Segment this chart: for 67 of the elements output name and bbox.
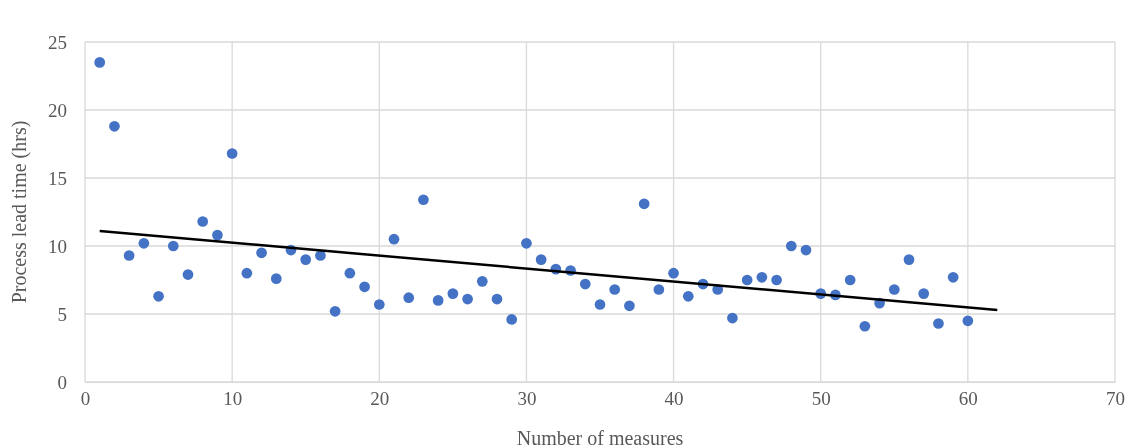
point xyxy=(918,288,930,299)
point xyxy=(256,247,267,259)
y-tick-label: 0 xyxy=(57,371,67,393)
point xyxy=(447,288,459,299)
point xyxy=(109,120,120,132)
point xyxy=(800,244,812,256)
point xyxy=(388,233,400,245)
point xyxy=(123,250,135,261)
point xyxy=(682,290,694,302)
x-tick-label: 50 xyxy=(811,388,831,410)
y-tick-label: 20 xyxy=(48,99,67,121)
point xyxy=(197,216,209,227)
y-axis-title: Process lead time (hrs) xyxy=(8,120,31,304)
x-tick-label: 60 xyxy=(958,388,978,410)
point xyxy=(785,240,797,252)
point xyxy=(535,254,547,265)
y-tick-label: 15 xyxy=(48,167,67,189)
x-tick-label: 40 xyxy=(664,388,684,410)
point xyxy=(476,276,488,287)
point xyxy=(491,293,503,305)
y-tick-label: 5 xyxy=(57,303,67,325)
point xyxy=(403,292,415,304)
x-axis-title: Number of measures xyxy=(516,427,684,447)
point xyxy=(521,237,532,249)
point xyxy=(771,274,782,286)
point xyxy=(241,267,253,279)
point xyxy=(903,254,915,265)
point xyxy=(609,284,621,295)
x-tick-label: 10 xyxy=(223,388,243,410)
x-tick-label: 70 xyxy=(1106,388,1125,410)
point xyxy=(418,194,429,206)
x-tick-label: 0 xyxy=(80,388,91,410)
point xyxy=(859,320,871,332)
point xyxy=(373,299,385,310)
point xyxy=(888,284,900,295)
point xyxy=(579,278,591,290)
point xyxy=(947,271,959,283)
point xyxy=(329,305,341,317)
point xyxy=(844,274,856,286)
y-tick-label: 25 xyxy=(48,31,67,53)
point xyxy=(138,237,150,249)
point xyxy=(212,229,223,241)
point xyxy=(182,269,194,280)
point xyxy=(167,240,179,252)
point xyxy=(94,57,106,68)
point xyxy=(344,267,356,279)
point xyxy=(594,299,606,310)
point xyxy=(153,290,164,302)
y-tick-label: 10 xyxy=(48,235,67,257)
point xyxy=(506,314,518,325)
point xyxy=(756,271,768,283)
point xyxy=(653,284,665,295)
point xyxy=(933,318,944,329)
point xyxy=(727,312,738,324)
point xyxy=(300,254,312,265)
point xyxy=(462,293,473,305)
point xyxy=(226,148,238,159)
point xyxy=(624,300,635,312)
point xyxy=(962,315,974,327)
point xyxy=(668,267,679,279)
x-tick-label: 30 xyxy=(517,388,537,410)
x-tick-label: 20 xyxy=(370,388,390,410)
point xyxy=(432,295,444,306)
point xyxy=(741,274,753,286)
point xyxy=(270,273,282,284)
point xyxy=(638,198,650,210)
point xyxy=(359,281,370,293)
